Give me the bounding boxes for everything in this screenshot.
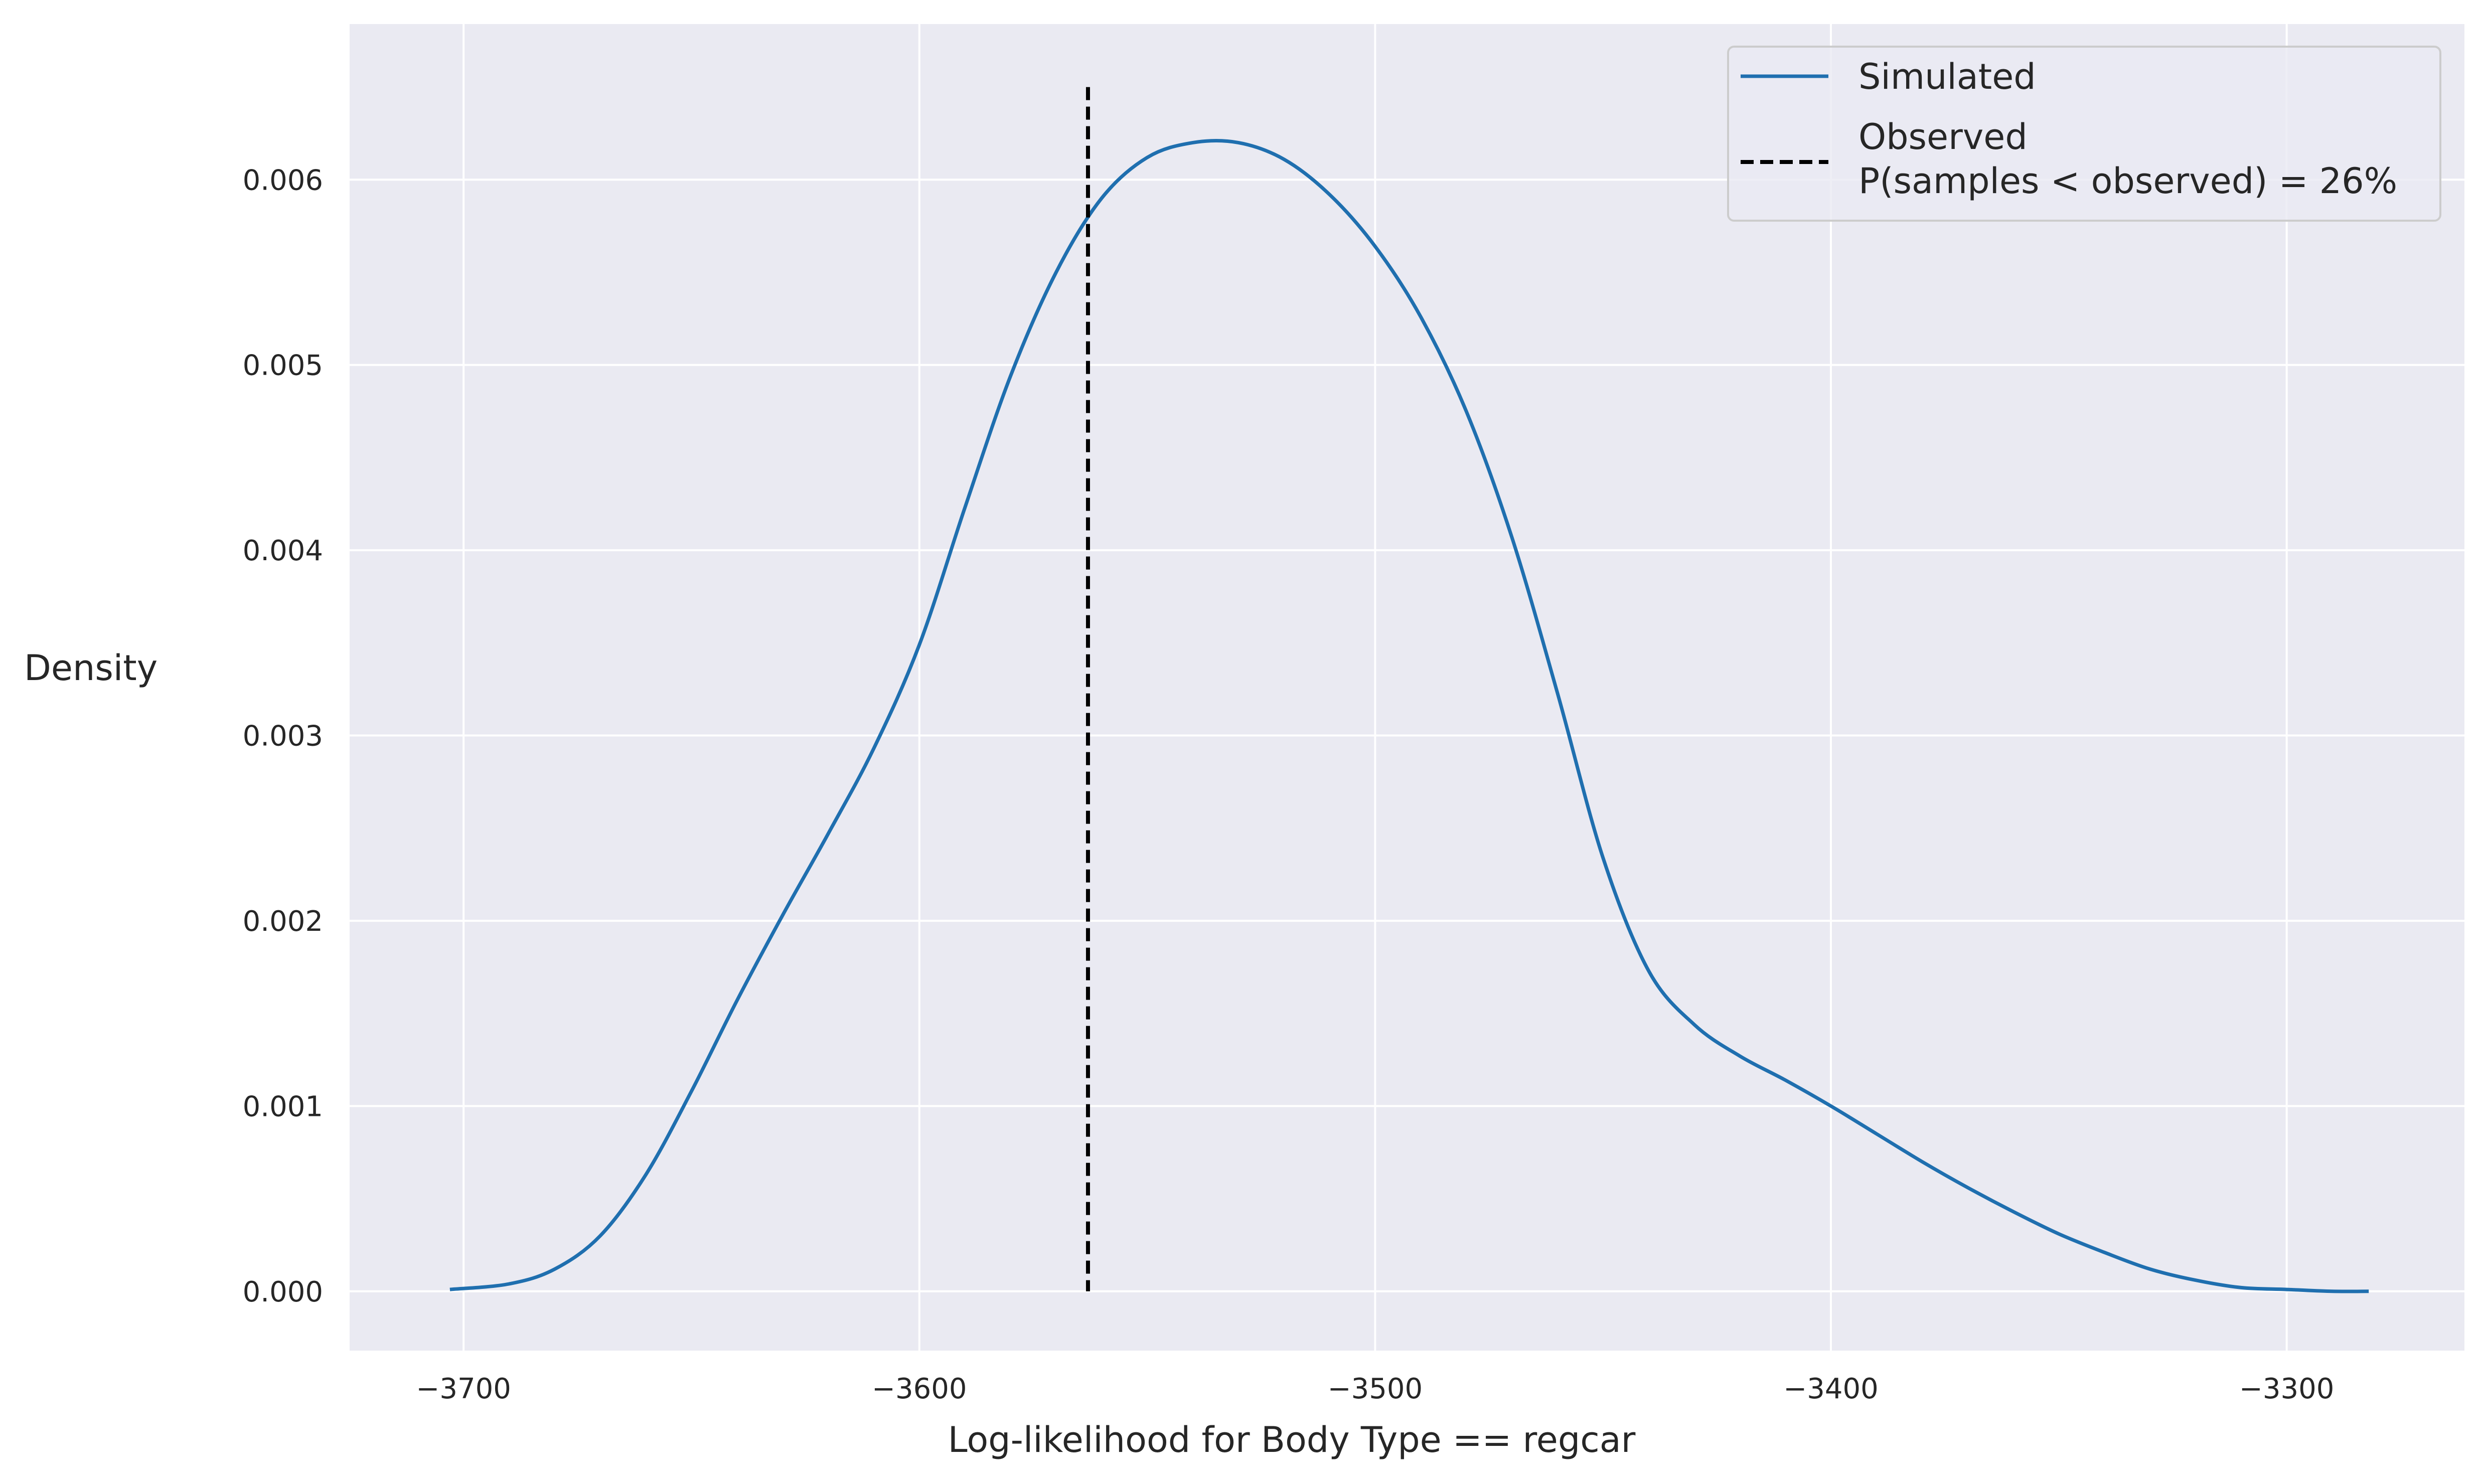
x-axis-label: Log-likelihood for Body Type == regcar <box>948 1419 1636 1460</box>
y-axis-ticks: 0.000 0.001 0.002 0.003 0.004 0.005 0.006 <box>243 164 323 1308</box>
y-tick-label: 0.000 <box>243 1276 323 1308</box>
x-tick-label: −3400 <box>1783 1373 1878 1405</box>
x-tick-label: −3700 <box>416 1373 511 1405</box>
y-axis-label: Density <box>24 647 158 689</box>
y-tick-label: 0.003 <box>243 720 323 753</box>
y-tick-label: 0.004 <box>243 535 323 567</box>
y-tick-label: 0.002 <box>243 905 323 938</box>
legend-simulated-label: Simulated <box>1858 56 2036 97</box>
legend-observed-label: Observed <box>1858 116 2028 157</box>
legend: Simulated Observed P(samples < observed)… <box>1727 46 2441 222</box>
y-tick-label: 0.005 <box>243 350 323 382</box>
x-axis-ticks: −3700 −3600 −3500 −3400 −3300 <box>416 1373 2334 1405</box>
legend-box <box>1727 46 2441 222</box>
x-tick-label: −3500 <box>1328 1373 1423 1405</box>
y-tick-label: 0.006 <box>243 164 323 197</box>
x-tick-label: −3300 <box>2239 1373 2334 1405</box>
plot-area <box>350 24 2464 1351</box>
x-tick-label: −3600 <box>872 1373 967 1405</box>
y-tick-label: 0.001 <box>243 1090 323 1123</box>
series-simulated-line <box>449 139 2369 1293</box>
legend-annotation: P(samples < observed) = 26% <box>1858 160 2397 202</box>
